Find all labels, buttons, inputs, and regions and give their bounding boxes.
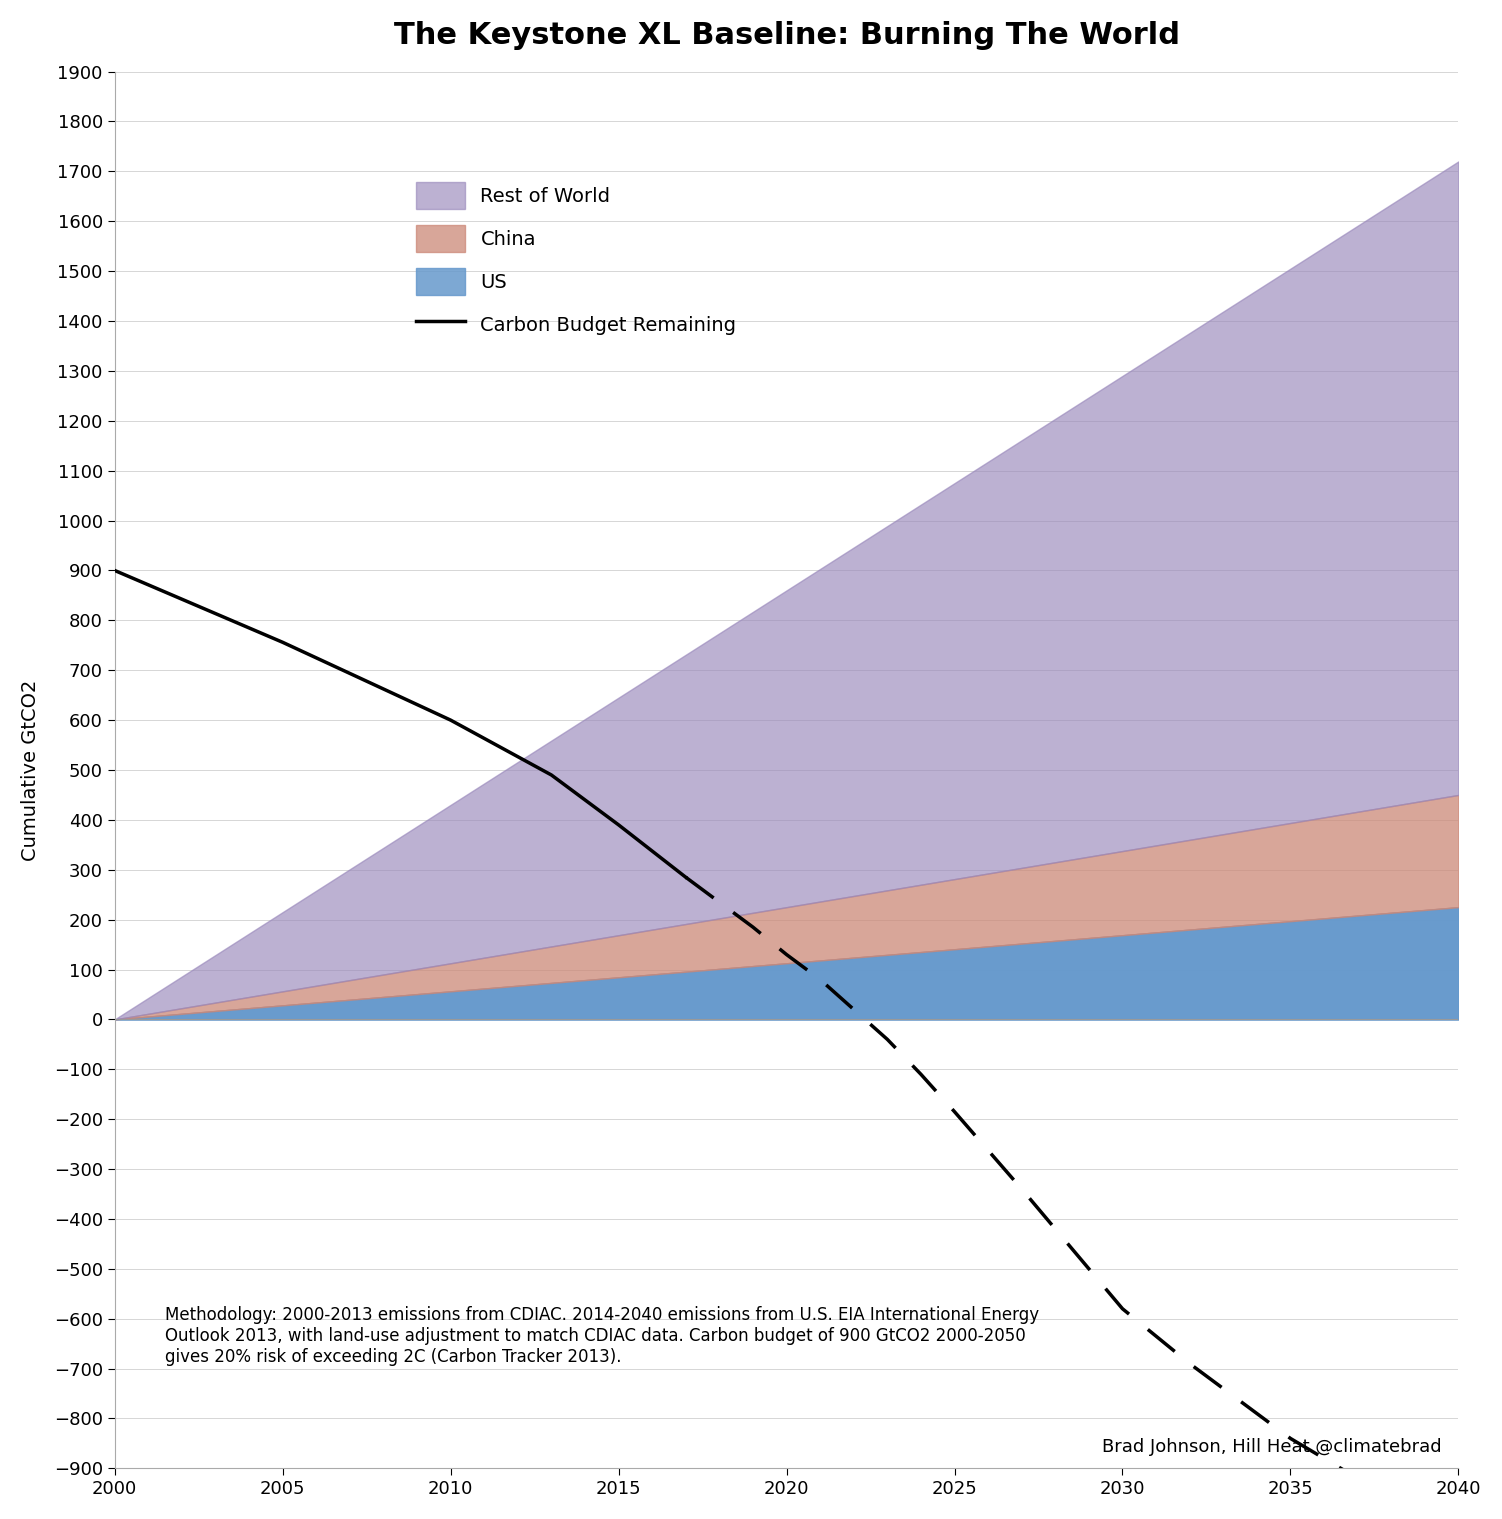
Text: Brad Johnson, Hill Heat @climatebrad: Brad Johnson, Hill Heat @climatebrad <box>1102 1438 1442 1457</box>
Legend: Rest of World, China, US, Carbon Budget Remaining: Rest of World, China, US, Carbon Budget … <box>407 172 746 348</box>
Y-axis label: Cumulative GtCO2: Cumulative GtCO2 <box>21 679 41 861</box>
Text: Methodology: 2000-2013 emissions from CDIAC. 2014-2040 emissions from U.S. EIA I: Methodology: 2000-2013 emissions from CD… <box>165 1306 1039 1366</box>
Title: The Keystone XL Baseline: Burning The World: The Keystone XL Baseline: Burning The Wo… <box>394 21 1179 50</box>
